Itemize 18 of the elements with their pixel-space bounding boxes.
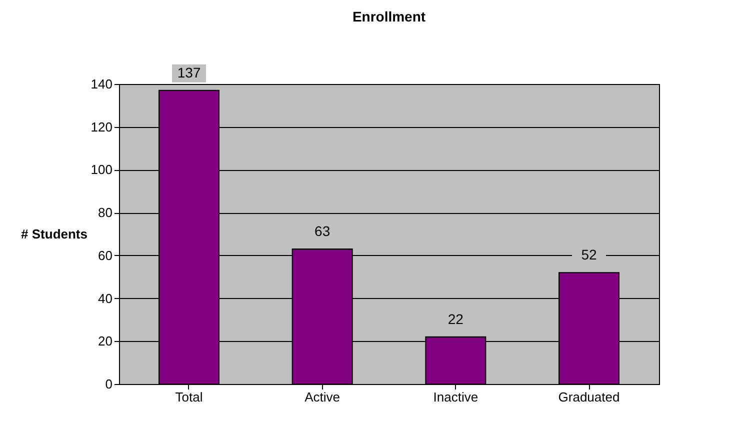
x-tick-label: Graduated	[558, 390, 620, 404]
y-tick-label: 60	[98, 248, 112, 263]
data-label: 52	[581, 246, 597, 263]
y-axis-title: # Students	[21, 226, 88, 242]
y-tick-label: 100	[90, 162, 112, 178]
y-tick-label: 0	[105, 376, 112, 392]
y-tick-label: 80	[98, 205, 112, 220]
chart-title: Enrollment	[352, 8, 426, 24]
data-label: 63	[314, 223, 330, 239]
y-tick-label: 20	[98, 334, 112, 349]
data-label: 22	[448, 310, 464, 327]
x-tick-label: Total	[175, 390, 203, 404]
y-tick-label: 140	[90, 76, 112, 92]
x-tick-label: Inactive	[433, 390, 478, 404]
y-tick-label: 40	[98, 290, 112, 306]
x-tick-label: Active	[304, 390, 340, 404]
y-tick-label: 120	[90, 119, 112, 134]
data-label: 137	[177, 64, 201, 80]
